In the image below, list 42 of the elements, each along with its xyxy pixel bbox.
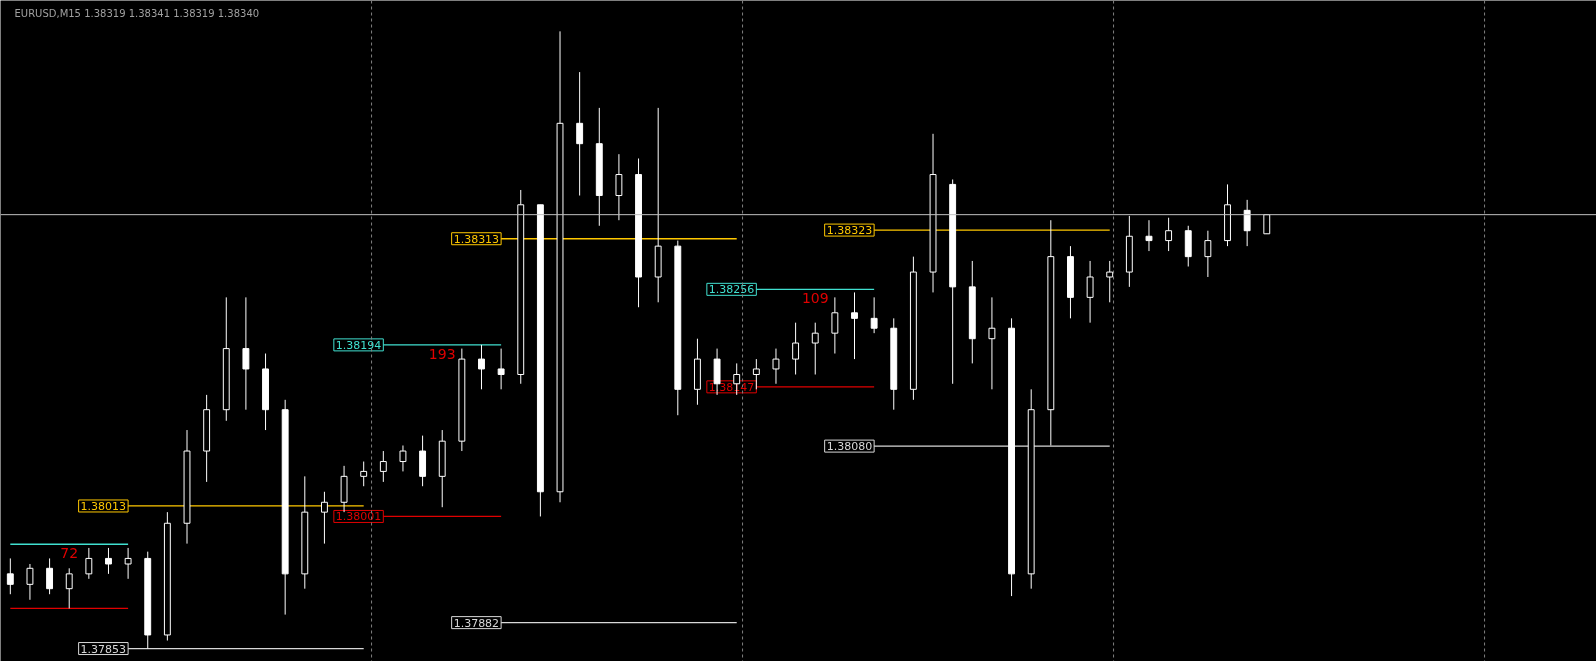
- candlestick: [105, 547, 112, 575]
- annotation: 193: [428, 345, 456, 362]
- candlestick: [26, 563, 34, 601]
- candlestick: [497, 348, 505, 390]
- candlestick: [242, 296, 250, 411]
- candlestick: [85, 547, 93, 580]
- candlestick: [1145, 219, 1153, 252]
- candlestick: [1165, 217, 1173, 252]
- series-label: 1.38080: [826, 440, 873, 454]
- candlestick: [792, 322, 800, 376]
- candlestick: [851, 291, 858, 360]
- candlestick: [379, 450, 387, 483]
- candlestick: [870, 296, 878, 334]
- annotation: 72: [60, 545, 79, 562]
- candlestick: [124, 547, 132, 580]
- candlestick: [772, 348, 780, 385]
- candlestick: [1243, 199, 1251, 247]
- chart-title: EURUSD,M15 1.38319 1.38341 1.38319 1.38340: [14, 8, 260, 19]
- series-label: 1.38001: [335, 510, 382, 524]
- candlestick: [988, 296, 996, 390]
- annotation: 109: [801, 290, 829, 307]
- series-label: 1.37853: [80, 642, 127, 656]
- series-label: 1.38194: [335, 338, 382, 352]
- candlestick: [399, 444, 407, 472]
- candlestick: [1106, 260, 1114, 303]
- candlestick: [831, 296, 839, 355]
- series-label: 1.38313: [453, 232, 500, 246]
- candlestick: [576, 71, 584, 197]
- candlestick: [615, 153, 623, 221]
- candlestick: [1086, 260, 1094, 324]
- candlestick: [478, 344, 485, 390]
- candlestick: [811, 322, 819, 376]
- candlestick: [6, 557, 14, 595]
- series-label: 1.37882: [453, 616, 500, 630]
- candlestick: [46, 557, 54, 595]
- series-label: 1.38256: [708, 283, 755, 297]
- candlestick: [360, 461, 368, 487]
- series-label: 1.38323: [826, 224, 873, 238]
- candlestick: [1204, 230, 1212, 278]
- candlestick: [65, 567, 73, 609]
- candlestick: [320, 491, 328, 545]
- series-label: 1.38013: [80, 499, 127, 513]
